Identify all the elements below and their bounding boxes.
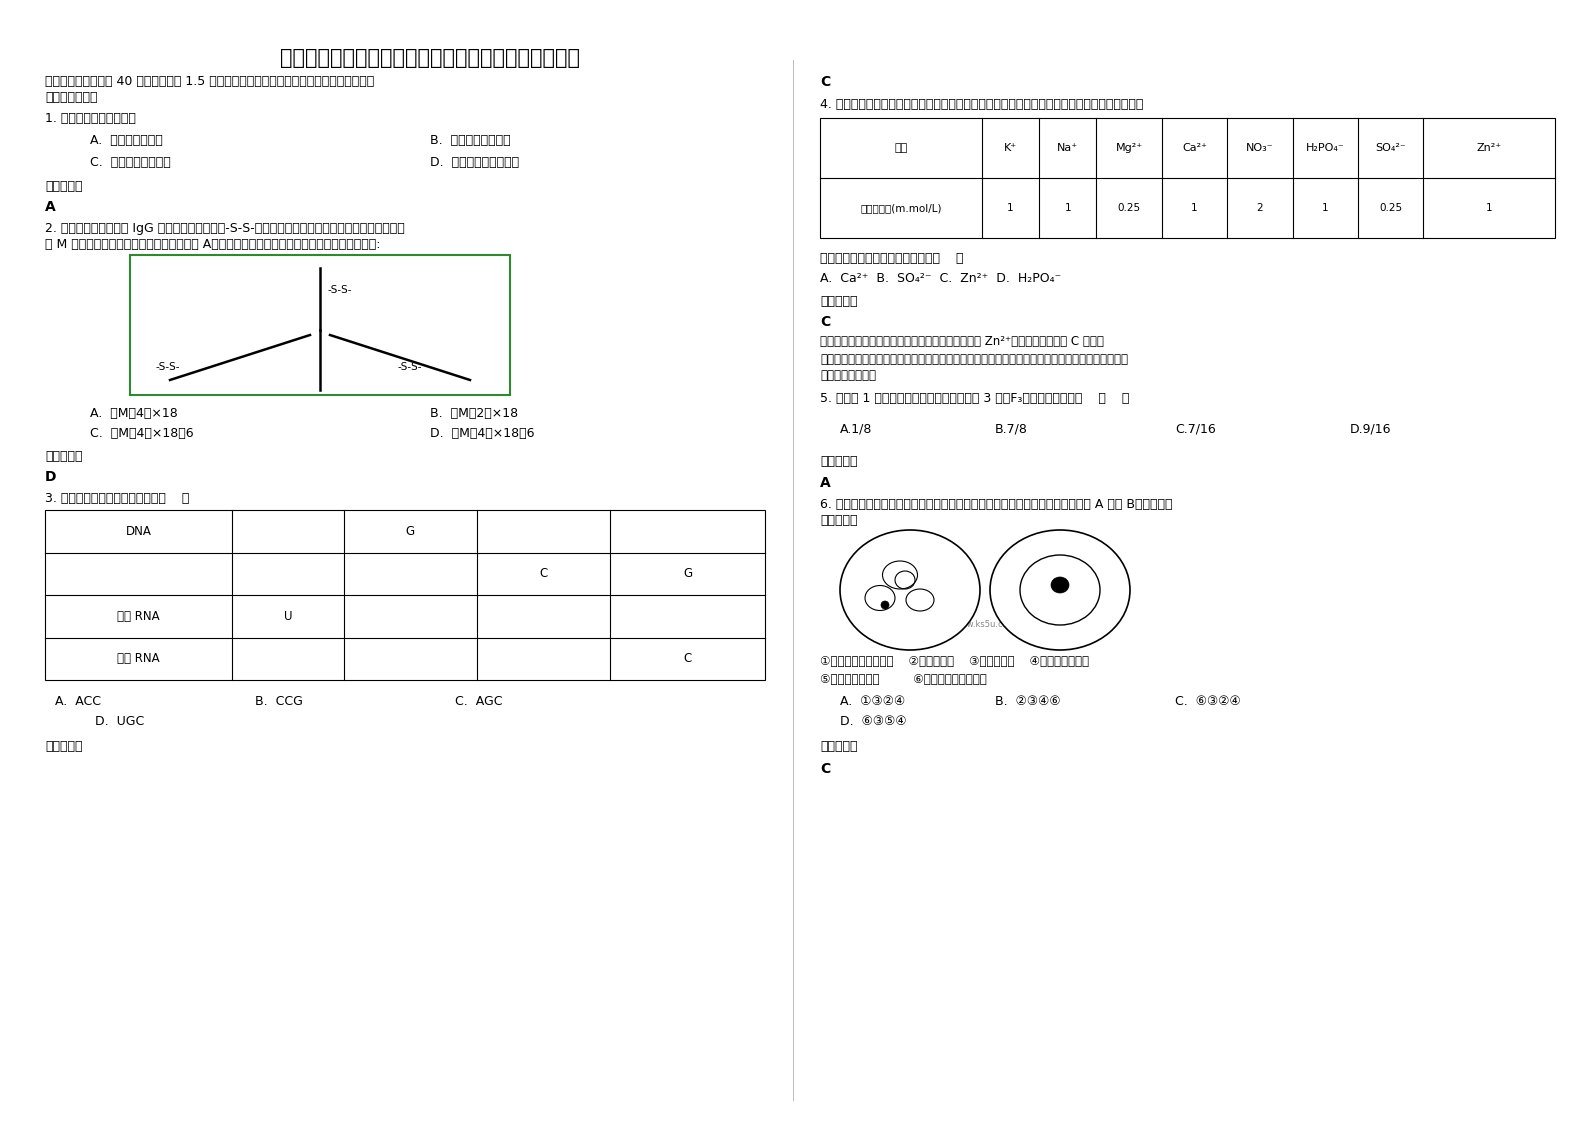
- Text: 一、选择题（本题共 40 小题，每小题 1.5 分。在每小题给出的四个选项中，只有一项是符合: 一、选择题（本题共 40 小题，每小题 1.5 分。在每小题给出的四个选项中，只…: [44, 75, 375, 88]
- Text: Zn²⁺: Zn²⁺: [1476, 142, 1501, 153]
- Text: B: B: [1055, 640, 1065, 653]
- Text: ①向右上方移动载玻片    ②调节反光镜    ③转动转换器    ④调节细准焦螺旋: ①向右上方移动载玻片 ②调节反光镜 ③转动转换器 ④调节细准焦螺旋: [820, 655, 1089, 668]
- Text: A.  Ca²⁺  B.  SO₄²⁻  C.  Zn²⁺  D.  H₂PO₄⁻: A. Ca²⁺ B. SO₄²⁻ C. Zn²⁺ D. H₂PO₄⁻: [820, 272, 1062, 285]
- Text: -S-S-: -S-S-: [398, 362, 422, 373]
- Text: 题目要求的。）: 题目要求的。）: [44, 91, 97, 104]
- Text: A: A: [906, 640, 914, 653]
- Text: 由 M 个氨基酸构成，氨基酸的平均分子量为 A，则该蛋白质在形成的过程中相对分子质量减少了:: 由 M 个氨基酸构成，氨基酸的平均分子量为 A，则该蛋白质在形成的过程中相对分子…: [44, 238, 381, 251]
- Bar: [130, 255, 509, 395]
- Ellipse shape: [990, 530, 1130, 650]
- Text: www.ks5u.com: www.ks5u.com: [954, 620, 1016, 629]
- Text: A.  ①③②④: A. ①③②④: [840, 695, 905, 708]
- Text: 6. 下面是用显微镜观察时的几个操作步骤，要把显微镜视野下的标本从下图中的 A 转为 B，其正确的: 6. 下面是用显微镜观察时的几个操作步骤，要把显微镜视野下的标本从下图中的 A …: [820, 498, 1173, 511]
- Text: C: C: [684, 652, 692, 665]
- Text: 0.25: 0.25: [1379, 203, 1403, 213]
- Text: G: G: [682, 568, 692, 580]
- Text: B.  玉米的黄粒与圆粒: B. 玉米的黄粒与圆粒: [430, 134, 511, 147]
- Text: A.  兔的长毛和短毛: A. 兔的长毛和短毛: [90, 134, 163, 147]
- Text: D.  （M－4）×18＋6: D. （M－4）×18＋6: [430, 427, 535, 440]
- Text: H₂PO₄⁻: H₂PO₄⁻: [1306, 142, 1344, 153]
- Bar: [820, 118, 1555, 238]
- Ellipse shape: [881, 601, 889, 609]
- Text: Na⁺: Na⁺: [1057, 142, 1078, 153]
- Text: 2. 右图表示免疫球蛋白 IgG 的结构示意图，其中-S-S-表示连接两条相邻肽链的二硫键。若该蛋白质: 2. 右图表示免疫球蛋白 IgG 的结构示意图，其中-S-S-表示连接两条相邻肽…: [44, 222, 405, 234]
- Text: Mg²⁺: Mg²⁺: [1116, 142, 1143, 153]
- Text: -S-S-: -S-S-: [156, 362, 179, 373]
- Text: 参考答案：: 参考答案：: [820, 741, 857, 753]
- Text: 3. 下表中决定丝氨酸的密码子是（    ）: 3. 下表中决定丝氨酸的密码子是（ ）: [44, 493, 189, 505]
- Text: C: C: [540, 568, 548, 580]
- Text: A: A: [44, 200, 56, 214]
- Text: C.  ⑥③②④: C. ⑥③②④: [1174, 695, 1241, 708]
- Text: 其中花卉根细胞吸收最少的离子是（    ）: 其中花卉根细胞吸收最少的离子是（ ）: [820, 252, 963, 265]
- Ellipse shape: [840, 530, 981, 650]
- Text: B.  CCG: B. CCG: [256, 695, 303, 708]
- Text: B.  （M－2）×18: B. （M－2）×18: [430, 407, 517, 420]
- Text: A: A: [820, 476, 830, 490]
- Text: D: D: [44, 470, 57, 484]
- Text: Ca²⁺: Ca²⁺: [1182, 142, 1208, 153]
- Text: SO₄²⁻: SO₄²⁻: [1376, 142, 1406, 153]
- Text: 操作步骤是: 操作步骤是: [820, 514, 857, 527]
- Text: 4. 科学家在利用无土栽培法培养一些名贵花卉时，培养液中添加了多种必需元素。其配方如下。: 4. 科学家在利用无土栽培法培养一些名贵花卉时，培养液中添加了多种必需元素。其配…: [820, 98, 1143, 111]
- Text: 离子: 离子: [893, 142, 908, 153]
- Text: 1: 1: [1192, 203, 1198, 213]
- Text: 试题分析：植物吸收的微量元素最少，上述培养液中 Zn²⁺属于微量元素，故 C 正确。: 试题分析：植物吸收的微量元素最少，上述培养液中 Zn²⁺属于微量元素，故 C 正…: [820, 335, 1105, 348]
- Text: 参考答案：: 参考答案：: [44, 180, 83, 193]
- Text: A.  （M－4）×18: A. （M－4）×18: [90, 407, 178, 420]
- Text: 1: 1: [1008, 203, 1014, 213]
- Text: ⑤调节粗准焦螺旋         ⑥向左下方移动载玻片: ⑤调节粗准焦螺旋 ⑥向左下方移动载玻片: [820, 673, 987, 686]
- Text: NO₃⁻: NO₃⁻: [1246, 142, 1274, 153]
- Text: 1. 下列属于相对性状的是: 1. 下列属于相对性状的是: [44, 112, 136, 125]
- Text: 参考答案：: 参考答案：: [820, 456, 857, 468]
- Text: 1: 1: [1065, 203, 1071, 213]
- Text: 参考答案：: 参考答案：: [820, 295, 857, 309]
- Text: C.  AGC: C. AGC: [455, 695, 503, 708]
- Bar: [44, 511, 765, 680]
- Text: C: C: [820, 75, 830, 89]
- Ellipse shape: [1051, 577, 1070, 594]
- Text: K⁺: K⁺: [1005, 142, 1017, 153]
- Text: 参考答案：: 参考答案：: [44, 450, 83, 463]
- Text: U: U: [284, 609, 292, 623]
- Text: DNA: DNA: [125, 525, 151, 537]
- Text: D.9/16: D.9/16: [1351, 422, 1392, 435]
- Text: C.  （M－4）×18－6: C. （M－4）×18－6: [90, 427, 194, 440]
- Text: 网络结构的能力。: 网络结构的能力。: [820, 369, 876, 381]
- Text: A.1/8: A.1/8: [840, 422, 873, 435]
- Text: 5. 将具有 1 对相对性状的杂合子，逐代自交 3 次，F₃代中杂合体比例为    （    ）: 5. 将具有 1 对相对性状的杂合子，逐代自交 3 次，F₃代中杂合体比例为 （…: [820, 392, 1130, 405]
- Text: 培养液浓度(m.mol/L): 培养液浓度(m.mol/L): [860, 203, 941, 213]
- Text: 2: 2: [1257, 203, 1263, 213]
- Text: C: C: [820, 315, 830, 329]
- Text: A.  ACC: A. ACC: [56, 695, 102, 708]
- Text: C.  棉花纤维的长和粗: C. 棉花纤维的长和粗: [90, 156, 171, 169]
- Text: 参考答案：: 参考答案：: [44, 741, 83, 753]
- Text: D.  ⑥③⑤④: D. ⑥③⑤④: [840, 715, 906, 728]
- Text: 转运 RNA: 转运 RNA: [117, 609, 160, 623]
- Text: 考点：本题考查微量元素的种类，意在考查考生理解所学知识要点，把握知识间内在联系，形成知识: 考点：本题考查微量元素的种类，意在考查考生理解所学知识要点，把握知识间内在联系，…: [820, 353, 1128, 366]
- Text: 1: 1: [1485, 203, 1492, 213]
- Text: C: C: [820, 762, 830, 776]
- Text: D.  UGC: D. UGC: [95, 715, 144, 728]
- Text: B.7/8: B.7/8: [995, 422, 1028, 435]
- Text: 安徽省黄山市龙门中学高一生物下学期期末试卷含解析: 安徽省黄山市龙门中学高一生物下学期期末试卷含解析: [279, 48, 579, 68]
- Text: 1: 1: [1322, 203, 1328, 213]
- Text: 信使 RNA: 信使 RNA: [117, 652, 160, 665]
- Text: -S-S-: -S-S-: [329, 285, 352, 295]
- Text: G: G: [406, 525, 414, 537]
- Text: D.  马的白毛与鼠的褐毛: D. 马的白毛与鼠的褐毛: [430, 156, 519, 169]
- Text: 0.25: 0.25: [1117, 203, 1141, 213]
- Text: B.  ②③④⑥: B. ②③④⑥: [995, 695, 1060, 708]
- Text: C.7/16: C.7/16: [1174, 422, 1216, 435]
